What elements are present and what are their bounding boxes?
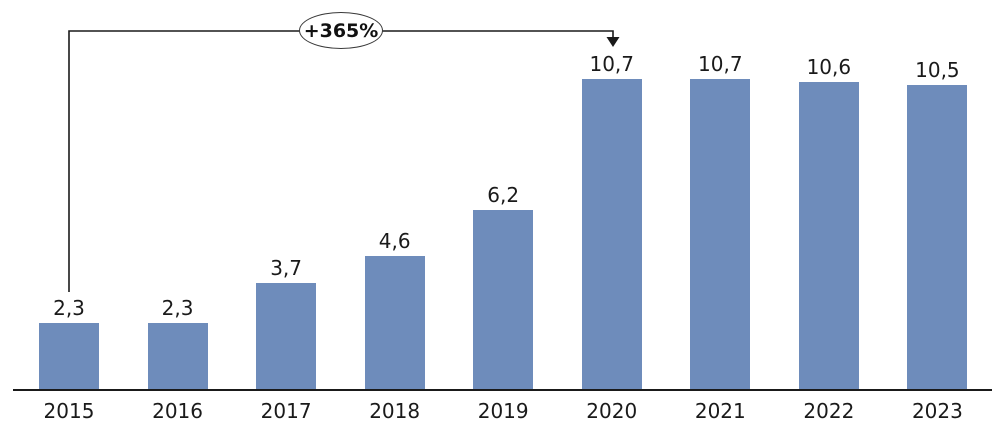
bar-value-label: 4,6 bbox=[378, 229, 411, 253]
bar bbox=[147, 323, 208, 390]
bar-group: 6,2 bbox=[473, 180, 534, 390]
bar bbox=[473, 210, 534, 390]
bar-value-label: 10,7 bbox=[589, 52, 635, 76]
x-axis-label: 2018 bbox=[369, 399, 421, 423]
x-axis-label: 2016 bbox=[152, 399, 203, 423]
bar-value-label: 6,2 bbox=[487, 183, 520, 207]
growth-callout-label: +365% bbox=[303, 19, 379, 42]
bar-value-label: 10,7 bbox=[698, 52, 743, 76]
bar-group: 10,7 bbox=[690, 49, 751, 390]
bar-value-label: 3,7 bbox=[270, 256, 302, 280]
x-axis-line bbox=[13, 389, 992, 391]
x-axis-label: 2015 bbox=[43, 399, 95, 423]
bar-group: 2,3 bbox=[147, 293, 208, 390]
x-axis-label: 2017 bbox=[260, 399, 312, 423]
x-axis-label: 2022 bbox=[803, 399, 855, 423]
growth-callout: +365% bbox=[299, 12, 383, 49]
bar bbox=[364, 256, 425, 390]
bar-group: 10,6 bbox=[798, 52, 859, 390]
plot-area: 2,3 2,3 3,7 4,6 6,2 10,7 10,7 10,6 10,5 bbox=[39, 49, 968, 390]
x-axis-labels: 2015 2016 2017 2018 2019 2020 2021 2022 2023 bbox=[0, 398, 1001, 428]
bar bbox=[256, 283, 317, 390]
bar-group: 4,6 bbox=[364, 226, 425, 390]
bar bbox=[907, 85, 968, 390]
bar bbox=[581, 79, 642, 390]
bar-group: 2,3 bbox=[39, 293, 99, 390]
x-axis-label: 2020 bbox=[586, 399, 638, 423]
bar-value-label: 10,5 bbox=[915, 58, 960, 82]
bar-value-label: 2,3 bbox=[161, 296, 194, 320]
bar-value-label: 10,6 bbox=[806, 55, 852, 79]
bar-group: 10,5 bbox=[907, 55, 968, 390]
bar-group: 3,7 bbox=[256, 253, 317, 390]
bar-value-label: 2,3 bbox=[53, 296, 85, 320]
bar bbox=[39, 323, 99, 390]
bar bbox=[690, 79, 751, 390]
bar bbox=[798, 82, 859, 390]
x-axis-label: 2023 bbox=[911, 399, 963, 423]
x-axis-label: 2021 bbox=[694, 399, 746, 423]
bar-group: 10,7 bbox=[581, 49, 642, 390]
x-axis-label: 2019 bbox=[477, 399, 529, 423]
